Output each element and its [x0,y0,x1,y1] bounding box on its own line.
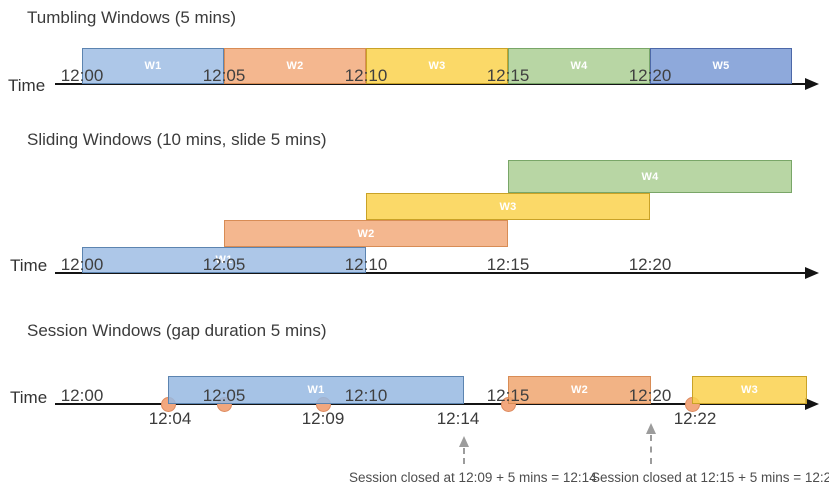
session-timeline-arrowhead-icon [805,398,819,410]
session-close-annotation: Session closed at 12:15 + 5 mins = 12:20 [591,470,829,485]
tick-label: 12:10 [344,386,388,405]
tick-label: 12:00 [60,255,104,274]
session-window-w1: W1 [168,376,464,404]
tumbling-time-axis-label: Time [8,76,46,95]
window-label: W2 [570,384,589,396]
tick-label: 12:10 [344,66,388,85]
window-label: W4 [641,170,659,183]
tick-label: 12:05 [202,66,246,85]
sliding-section-title: Sliding Windows (10 mins, slide 5 mins) [27,130,327,149]
window-label: W2 [286,60,304,72]
window-label: W2 [357,227,375,240]
window-label: W1 [144,60,162,72]
tumbling-timeline [55,83,806,85]
event-time-label: 12:04 [148,409,192,428]
tick-label: 12:20 [628,386,672,405]
window-label: W1 [307,384,325,396]
window-label: W1 [215,254,233,266]
tick-label: 12:20 [628,66,672,85]
annotation-arrow-icon [646,423,656,434]
annotation-arrow-stem [650,435,652,464]
tick-label: 12:20 [628,255,672,274]
window-label: W5 [712,60,730,72]
event-time-label: 12:09 [301,409,345,428]
tick-label: 12:15 [486,386,530,405]
window-label: W3 [740,384,759,396]
session-window-w3: W3 [692,376,807,404]
window-label: W4 [570,60,588,72]
tick-label: 12:00 [60,66,104,85]
sliding-window-w3: W3 [366,193,650,220]
sliding-time-axis-label: Time [10,256,48,275]
sliding-window-w1: W1 [82,247,366,273]
tick-label: 12:05 [202,386,246,405]
session-close-annotation: Session closed at 12:09 + 5 mins = 12:14 [349,470,597,485]
annotation-arrow-icon [459,436,469,447]
session-timeline [55,403,806,405]
sliding-timeline [55,272,806,274]
window-label: W3 [428,60,446,72]
tick-label: 12:10 [344,255,388,274]
event-time-label: 12:14 [436,409,480,428]
session-section-title: Session Windows (gap duration 5 mins) [27,321,327,340]
session-time-axis-label: Time [10,388,48,407]
tumbling-window-w5: W5 [650,48,792,84]
annotation-arrow-stem [463,448,465,464]
tick-label: 12:05 [202,255,246,274]
tick-label: 12:15 [486,66,530,85]
tumbling-window-w2: W2 [224,48,366,84]
tumbling-window-w1: W1 [82,48,224,84]
tumbling-window-w4: W4 [508,48,650,84]
event-time-label: 12:22 [673,409,717,428]
window-label: W3 [499,200,517,213]
sliding-window-w4: W4 [508,160,792,193]
tick-label: 12:15 [486,255,530,274]
tumbling-window-w3: W3 [366,48,508,84]
tumbling-section-title: Tumbling Windows (5 mins) [27,8,237,27]
tick-label: 12:00 [60,386,104,405]
sliding-window-w2: W2 [224,220,508,247]
tumbling-timeline-arrowhead-icon [805,78,819,90]
session-window-w2: W2 [508,376,651,404]
sliding-timeline-arrowhead-icon [805,267,819,279]
